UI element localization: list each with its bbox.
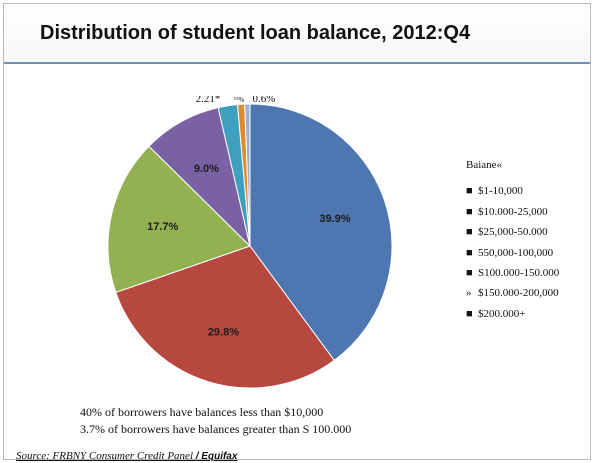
chart-frame: Distribution of student loan balance, 20… [3, 3, 591, 462]
legend-title: Baiane« [466, 159, 503, 171]
legend-label: $200.000+ [478, 307, 526, 320]
legend-marker: ■ [466, 205, 473, 218]
legend-label: $10.000-25,000 [478, 205, 548, 218]
legend: Baiane« ■ $1-10,000 ■ $10.000-25,000 ■ $25,00… [466, 155, 591, 324]
legend-item-2: ■ $10.000-25,000 [466, 202, 591, 222]
legend-item-6: » $150.000-200,000 [466, 283, 591, 303]
title-bar: Distribution of student loan balance, 20… [4, 4, 590, 64]
legend-label: $25,000-50.000 [478, 226, 548, 239]
chart-title: Distribution of student loan balance, 20… [40, 22, 471, 44]
legend-marker: ■ [466, 246, 473, 259]
slice-label-3: 17.7% [147, 221, 178, 233]
pie-slice-7 [244, 103, 251, 247]
pie-slice-1 [249, 103, 393, 362]
slice-label-6: °³% [234, 96, 245, 104]
slice-label-2: 29.8% [208, 326, 239, 338]
note-line: 40% of borrowers have balances less than… [80, 405, 324, 419]
legend-label: $1-10,000 [478, 185, 523, 198]
legend-label: 550,000-100,000 [478, 246, 554, 259]
slice-label-4: 9.0% [194, 163, 219, 175]
legend-label: $150.000-200,000 [478, 287, 559, 300]
slice-label-1: 39.9% [319, 213, 350, 225]
legend-marker: » [466, 287, 472, 300]
legend-item-5: ■ S100.000-150.000 [466, 263, 591, 283]
pie-slice-4 [148, 107, 251, 248]
source-text: Source: FRBNY Consumer Credit Panel [16, 450, 193, 462]
notes: 40% of borrowers have balances less than… [80, 404, 351, 438]
pie-chart: 39.9% 29.8% 17.7% 9.0% 2.21* °³% 0.6% [107, 96, 393, 389]
legend-marker: ■ [466, 267, 473, 280]
source-credit: Source: FRBNY Consumer Credit Panel / Eq… [16, 450, 237, 462]
legend-item-1: ■ $1-10,000 [466, 181, 591, 201]
legend-label: S100.000-150.000 [478, 267, 560, 280]
legend-marker: ■ [466, 185, 473, 198]
source-brand: / Equifax [195, 451, 238, 462]
slice-label-7: 0.6% [253, 96, 276, 105]
pie-slice-3 [107, 145, 251, 294]
legend-item-3: ■ $25,000-50.000 [466, 222, 591, 242]
legend-item-7: ■ $200.000+ [466, 304, 591, 324]
pie-slice-2 [115, 245, 335, 389]
note-line: 3.7% of borrowers have balances greater … [80, 422, 352, 436]
legend-marker: ■ [466, 226, 473, 239]
legend-item-4: ■ 550,000-100,000 [466, 243, 591, 263]
legend-items: ■ $1-10,000 ■ $10.000-25,000 ■ $25,000-50.000… [466, 181, 591, 324]
legend-marker: ■ [466, 307, 473, 320]
slice-label-5: 2.21* [196, 96, 221, 105]
